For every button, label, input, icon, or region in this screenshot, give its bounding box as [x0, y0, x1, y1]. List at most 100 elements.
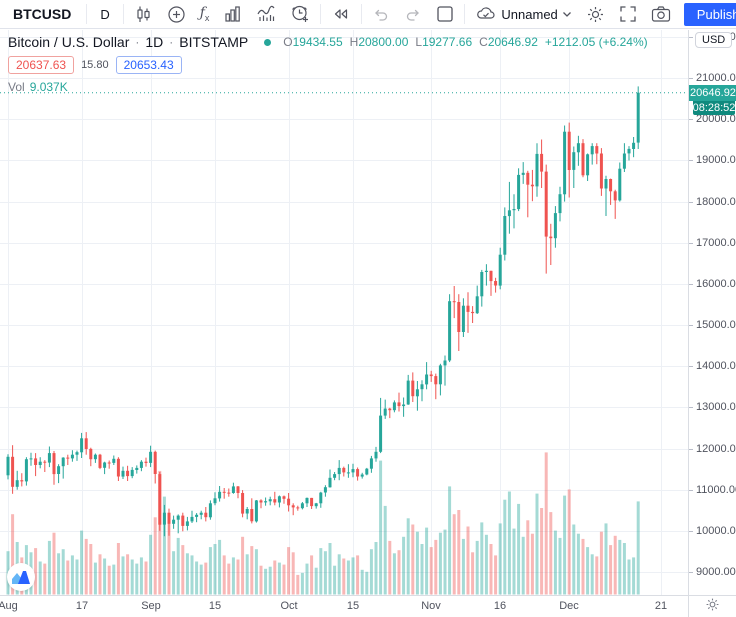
candles	[6, 86, 640, 537]
time-axis-label: Oct	[280, 600, 298, 612]
price-tick	[689, 37, 693, 38]
volume-bars	[6, 452, 640, 595]
volume-row: Vol 9.037K	[8, 80, 648, 94]
bar-chart-icon	[223, 5, 242, 24]
layout-select-button[interactable]	[429, 2, 461, 26]
bid-price[interactable]: 20637.63	[8, 56, 75, 74]
time-axis-label: 15	[346, 600, 360, 612]
price-tick	[689, 202, 693, 203]
price-axis-label: 15000.00	[696, 319, 736, 331]
time-axis-label: Sep	[141, 600, 161, 612]
last-price-badge: 20646.92	[689, 85, 736, 101]
price-axis-label: 11000.00	[696, 484, 736, 496]
rewind-icon	[331, 5, 351, 23]
divider	[86, 4, 88, 24]
undo-button[interactable]	[365, 2, 397, 26]
indicators-button[interactable]: ƒx	[193, 2, 217, 26]
axis-settings-corner[interactable]	[688, 595, 736, 617]
volume-label: Vol	[8, 80, 25, 94]
camera-icon	[651, 5, 671, 23]
divider	[464, 4, 466, 24]
legend-separator: ·	[135, 35, 140, 49]
price-tick	[689, 160, 693, 161]
bid-ask-row: 20637.63 15.80 20653.43	[8, 56, 648, 74]
indicator-templates-button[interactable]	[216, 2, 249, 26]
spread-value: 15.80	[81, 59, 109, 71]
price-tick	[689, 284, 693, 285]
price-tick	[689, 243, 693, 244]
price-axis-label: 18000.00	[696, 196, 736, 208]
price-tick	[689, 531, 693, 532]
time-axis-label: 15	[208, 600, 222, 612]
candlestick-chart[interactable]	[0, 30, 688, 595]
top-toolbar: BTCUSD D ƒx	[0, 0, 736, 29]
bar-countdown-badge: 08:28:52	[692, 101, 736, 115]
ask-price[interactable]: 20653.43	[115, 56, 182, 74]
compare-button[interactable]	[160, 2, 193, 26]
legend-separator: ·	[169, 35, 174, 49]
symbol-button[interactable]: BTCUSD	[13, 6, 72, 22]
divider	[361, 4, 363, 24]
open-label: O	[283, 35, 293, 49]
legend-exchange: BITSTAMP	[179, 34, 249, 50]
high-label: H	[349, 35, 359, 49]
gear-icon	[705, 597, 720, 617]
chart-pane[interactable]: Bitcoin / U.S. Dollar · 1D · BITSTAMP O1…	[0, 30, 688, 595]
open-value: 19434.55	[292, 35, 343, 49]
publish-button[interactable]: Publish	[683, 2, 736, 26]
fullscreen-button[interactable]	[612, 2, 644, 26]
alarm-clock-plus-icon	[290, 4, 310, 24]
price-tick	[689, 325, 693, 326]
price-axis-label: 19000.00	[696, 154, 736, 166]
market-status-dot	[264, 38, 272, 46]
close-label: C	[479, 35, 488, 49]
change-value: +1212.05 (+6.24%)	[544, 35, 648, 49]
close-value: 20646.92	[487, 35, 538, 49]
interval-button[interactable]: D	[100, 6, 110, 22]
price-tick	[689, 490, 693, 491]
redo-button[interactable]	[397, 2, 429, 26]
time-axis-label: Nov	[421, 600, 441, 612]
high-value: 20800.00	[358, 35, 409, 49]
time-axis-label: 16	[493, 600, 507, 612]
gridlines	[0, 30, 688, 595]
plus-circle-icon	[167, 5, 186, 24]
price-axis-label: 20000.00	[696, 113, 736, 125]
header-right-tools: Unnamed	[429, 2, 736, 26]
redo-icon	[404, 6, 422, 22]
price-tick	[689, 407, 693, 408]
chart-legend: Bitcoin / U.S. Dollar · 1D · BITSTAMP O1…	[8, 34, 648, 94]
cloud-check-icon	[475, 5, 497, 23]
alert-button[interactable]	[283, 2, 317, 26]
time-axis[interactable]: Aug 17 Sep 15 Oct 15 Nov 16 Dec 21	[0, 595, 688, 617]
low-label: L	[415, 35, 423, 49]
volume-value: 9.037K	[29, 80, 68, 94]
price-axis[interactable]: 9000.00 10000.00 11000.00 12000.00 13000.00 1…	[688, 30, 736, 595]
low-value: 19277.66	[422, 35, 473, 49]
chart-properties-button[interactable]	[579, 2, 612, 26]
line-chart-icon	[256, 5, 276, 24]
bar-replay-button[interactable]	[324, 2, 358, 26]
price-axis-label: 21000.00	[696, 72, 736, 84]
layout-name: Unnamed	[501, 6, 558, 22]
fullscreen-icon	[619, 5, 637, 23]
time-axis-label: Dec	[559, 600, 579, 612]
currency-toggle-button[interactable]: USD	[695, 32, 733, 48]
price-axis-label: 16000.00	[696, 278, 736, 290]
gear-icon	[586, 5, 605, 24]
price-axis-label: 13000.00	[696, 401, 736, 413]
single-layout-icon	[436, 5, 454, 23]
price-tick	[689, 449, 693, 450]
ohlc-values: O19434.55 H20800.00 L19277.66 C20646.92 …	[283, 35, 647, 49]
financials-button[interactable]	[249, 2, 283, 26]
symbol-title[interactable]: Bitcoin / U.S. Dollar	[8, 34, 130, 50]
price-axis-label: 12000.00	[696, 443, 736, 455]
time-axis-label: Aug	[0, 600, 18, 612]
chart-style-button[interactable]	[127, 2, 160, 26]
screenshot-button[interactable]	[644, 2, 678, 26]
legend-interval[interactable]: 1D	[145, 34, 164, 50]
save-layout-button[interactable]: Unnamed	[468, 2, 578, 26]
tradingview-logo[interactable]	[7, 563, 35, 591]
time-axis-label: 21	[654, 600, 668, 612]
